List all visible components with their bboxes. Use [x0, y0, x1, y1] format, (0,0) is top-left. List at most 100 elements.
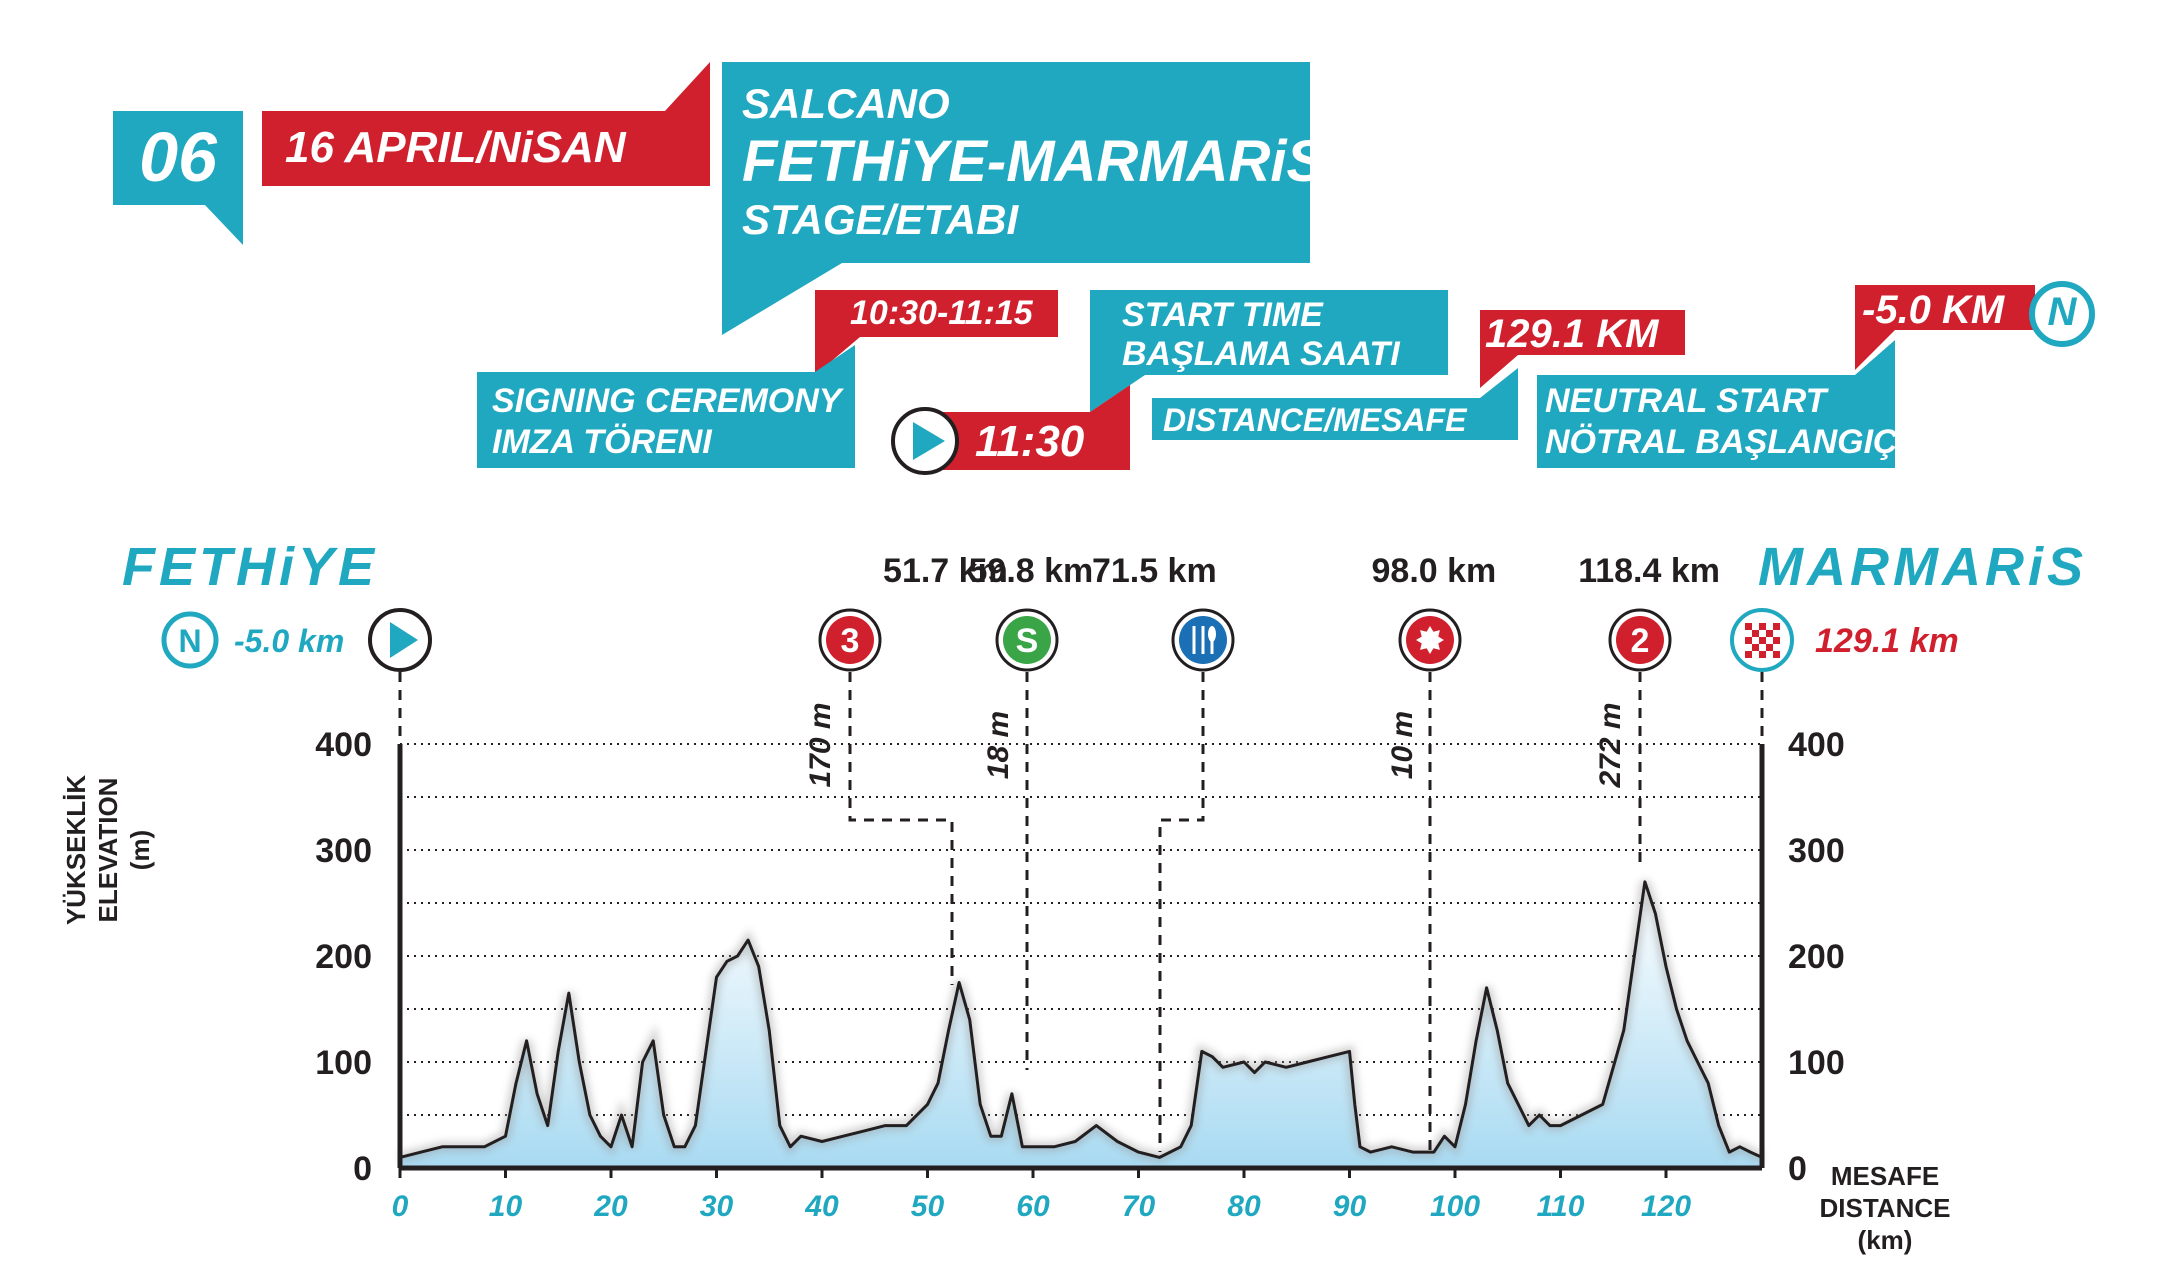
y-tick-label-right: 300 — [1788, 832, 1845, 870]
distance-value-banner — [1480, 310, 1685, 388]
x-tick-label: 110 — [1537, 1190, 1585, 1223]
neutral-label-1: NEUTRAL START — [1545, 382, 1827, 420]
x-tick-label: 50 — [911, 1190, 945, 1223]
distance-label-banner — [1152, 368, 1518, 440]
neutral-icon-letter: N — [2047, 290, 2077, 334]
finish-flag-square — [1766, 630, 1773, 637]
point-elevation-label: 170 m — [804, 702, 837, 787]
neutral-label-banner — [1537, 340, 1895, 468]
neutral-icon-letter: N — [178, 623, 201, 659]
signing-label-1: SIGNING CEREMONY — [492, 382, 842, 420]
point-km-label: 71.5 km — [1092, 552, 1217, 590]
x-tick-label: 0 — [392, 1190, 409, 1223]
y-tick-label-left: 100 — [315, 1044, 372, 1082]
title-banner — [722, 62, 1310, 335]
point-icon — [1003, 616, 1051, 664]
finish-km: 129.1 km — [1815, 622, 1959, 660]
y-tick-label-right: 100 — [1788, 1044, 1845, 1082]
finish-flag-square — [1759, 651, 1766, 658]
y-tick-label-left: 200 — [315, 938, 372, 976]
finish-flag-square — [1752, 630, 1759, 637]
neutral-label-2: NÖTRAL BAŞLANGIÇ — [1545, 423, 1898, 461]
point-leader-line — [1158, 672, 1205, 1152]
start-label-2: BAŞLAMA SAATI — [1122, 335, 1400, 373]
start-city: FETHiYE — [122, 537, 379, 597]
finish-flag-square — [1745, 637, 1752, 644]
point-icon-label: S — [1016, 622, 1039, 660]
signing-label-2: IMZA TÖRENI — [492, 423, 712, 461]
elevation-line — [399, 880, 1763, 1159]
route-title: FETHiYE-MARMARiS — [742, 129, 1326, 194]
y-axis-label-2: ELEVATION — [93, 777, 123, 923]
neutral-value-banner — [1855, 285, 2035, 370]
neutral-icon — [161, 611, 219, 669]
y-axis-label: YÜKSEKLİK ELEVATION (m) — [60, 700, 190, 1000]
start-value-banner — [942, 385, 1130, 470]
x-tick-label: 30 — [700, 1190, 734, 1223]
y-axis-label-3: (m) — [125, 829, 155, 871]
start-time-value: 11:30 — [975, 417, 1085, 466]
finish-flag-square — [1773, 637, 1780, 644]
sponsor-name: SALCANO — [742, 80, 950, 127]
sprint-star-icon — [1416, 626, 1444, 654]
stage-date: 16 APRIL/NiSAN — [285, 123, 626, 172]
distance-value: 129.1 KM — [1485, 312, 1659, 356]
neutral-value: -5.0 KM — [1862, 288, 2005, 332]
point-elevation-label: 18 m — [982, 711, 1015, 779]
start-label-1: START TIME — [1122, 296, 1323, 334]
x-axis-label-2: DISTANCE — [1819, 1193, 1951, 1223]
neutral-km: -5.0 km — [234, 623, 345, 659]
point-icon-label: 3 — [841, 622, 860, 660]
finish-flag-square — [1759, 623, 1766, 630]
point-elevation-label: 272 m — [1594, 702, 1627, 788]
point-km-label: 59.8 km — [969, 552, 1094, 590]
point-km-label: 118.4 km — [1578, 552, 1720, 590]
x-tick-label: 100 — [1430, 1190, 1480, 1223]
finish-flag-square — [1766, 644, 1773, 651]
y-tick-label-left: 300 — [315, 832, 372, 870]
point-km-label: 51.7 km — [883, 552, 1008, 590]
finish-flag-square — [1745, 651, 1752, 658]
elevation-shadow — [398, 880, 1765, 1163]
start-time-banner — [1090, 290, 1448, 412]
point-leader-line — [848, 672, 954, 985]
finish-city: MARMARiS — [1758, 537, 2087, 597]
signing-time: 10:30-11:15 — [850, 294, 1033, 332]
point-icon — [826, 616, 874, 664]
x-tick-label: 90 — [1333, 1190, 1367, 1223]
x-tick-label: 60 — [1016, 1190, 1050, 1223]
y-tick-label-right: 0 — [1788, 1150, 1807, 1188]
signing-time-banner — [815, 290, 1058, 375]
y-tick-label-left: 400 — [315, 726, 372, 764]
x-tick-label: 20 — [593, 1190, 628, 1223]
stage-number: 06 — [139, 118, 217, 196]
point-km-label: 98.0 km — [1372, 552, 1497, 590]
y-axis-label-1: YÜKSEKLİK — [61, 774, 91, 926]
x-tick-label: 70 — [1122, 1190, 1156, 1223]
finish-flag-square — [1773, 623, 1780, 630]
y-tick-label-right: 200 — [1788, 938, 1845, 976]
x-axis-label-3: (km) — [1857, 1225, 1913, 1255]
x-tick-label: 10 — [489, 1190, 523, 1223]
point-elevation-label: 10 m — [1386, 711, 1419, 779]
x-axis-label-1: MESAFE — [1830, 1161, 1940, 1191]
finish-flag-square — [1745, 623, 1752, 630]
stage-label: STAGE/ETABI — [742, 196, 1019, 243]
x-axis-label: MESAFE DISTANCE (km) — [1795, 1160, 1975, 1256]
date-banner — [262, 62, 710, 186]
y-tick-label-right: 400 — [1788, 726, 1845, 764]
start-play-triangle — [913, 422, 945, 460]
neutral-n-icon — [2029, 281, 2095, 347]
x-tick-label: 80 — [1227, 1190, 1261, 1223]
x-tick-label: 120 — [1641, 1190, 1691, 1223]
spoon-icon — [1208, 626, 1216, 642]
finish-flag-square — [1759, 637, 1766, 644]
start-icon-triangle — [390, 622, 418, 658]
point-icon-label: 2 — [1631, 622, 1650, 660]
distance-label: DISTANCE/MESAFE — [1163, 402, 1467, 438]
stage-number-badge — [113, 111, 243, 245]
point-icon — [1616, 616, 1664, 664]
finish-flag-square — [1752, 644, 1759, 651]
